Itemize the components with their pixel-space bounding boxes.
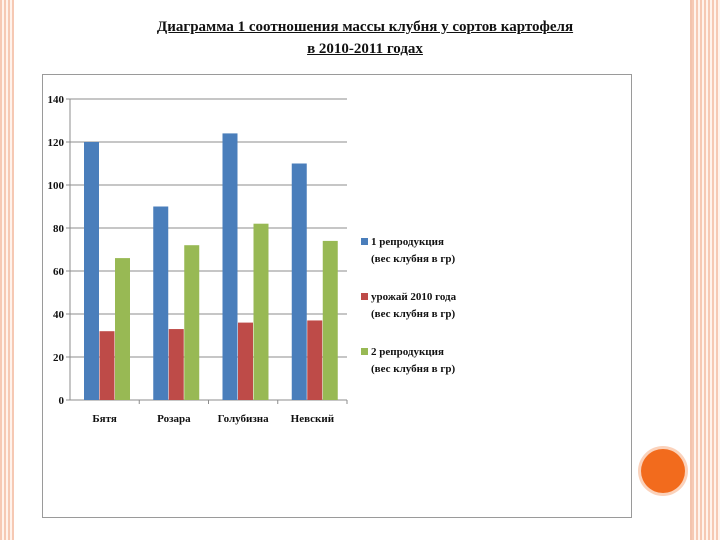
y-tick-label: 140	[48, 94, 65, 106]
bar	[168, 329, 184, 400]
bar	[84, 142, 99, 400]
x-tick-label: Голубизна	[218, 413, 270, 425]
decorative-circle	[641, 449, 685, 493]
bar	[238, 322, 253, 400]
x-tick-label: Бятя	[92, 413, 116, 425]
y-tick-label: 40	[53, 309, 65, 321]
slide-frame-left	[0, 0, 14, 540]
bar	[291, 163, 307, 400]
legend-swatch	[361, 293, 368, 300]
bar	[99, 331, 115, 400]
bar	[322, 240, 338, 400]
y-tick-label: 100	[48, 180, 65, 192]
slide-frame-right-line	[690, 0, 692, 540]
bar	[253, 223, 269, 400]
y-tick-label: 80	[53, 223, 65, 235]
legend-label: 1 репродукция	[371, 236, 444, 248]
x-tick-label: Невский	[291, 413, 335, 425]
legend-label: 2 репродукция	[371, 346, 444, 358]
x-tick-label: Розара	[157, 413, 191, 425]
legend-label-unit: (вес клубня в гр)	[371, 363, 455, 375]
slide-frame-right	[692, 0, 720, 540]
bar	[222, 133, 238, 400]
y-tick-label: 20	[53, 352, 65, 364]
y-tick-label: 120	[48, 137, 65, 149]
bar	[153, 206, 169, 400]
slide-title-line-1: Диаграмма 1 соотношения массы клубня у с…	[156, 19, 574, 35]
y-tick-label: 60	[53, 266, 65, 278]
bar-chart: 0 20 40 60 80 100 120 140 Бятя Розара Голубизна Нев…	[48, 94, 457, 425]
legend-label-unit: (вес клубня в гр)	[371, 308, 455, 320]
bar	[307, 320, 323, 400]
slide-title-line-2: в 2010-2011 годах	[307, 41, 423, 57]
legend-swatch	[361, 348, 368, 355]
y-tick-label: 0	[59, 395, 65, 407]
legend-swatch	[361, 238, 368, 245]
chart-container: 0 20 40 60 80 100 120 140 Бятя Розара Голубизна Нев…	[42, 74, 632, 518]
legend-label: урожай 2010 года	[371, 291, 457, 303]
slide-title: Диаграмма 1 соотношения массы клубня у с…	[60, 16, 670, 60]
legend-label-unit: (вес клубня в гр)	[371, 253, 455, 265]
bar	[184, 245, 200, 400]
bar	[115, 258, 130, 400]
